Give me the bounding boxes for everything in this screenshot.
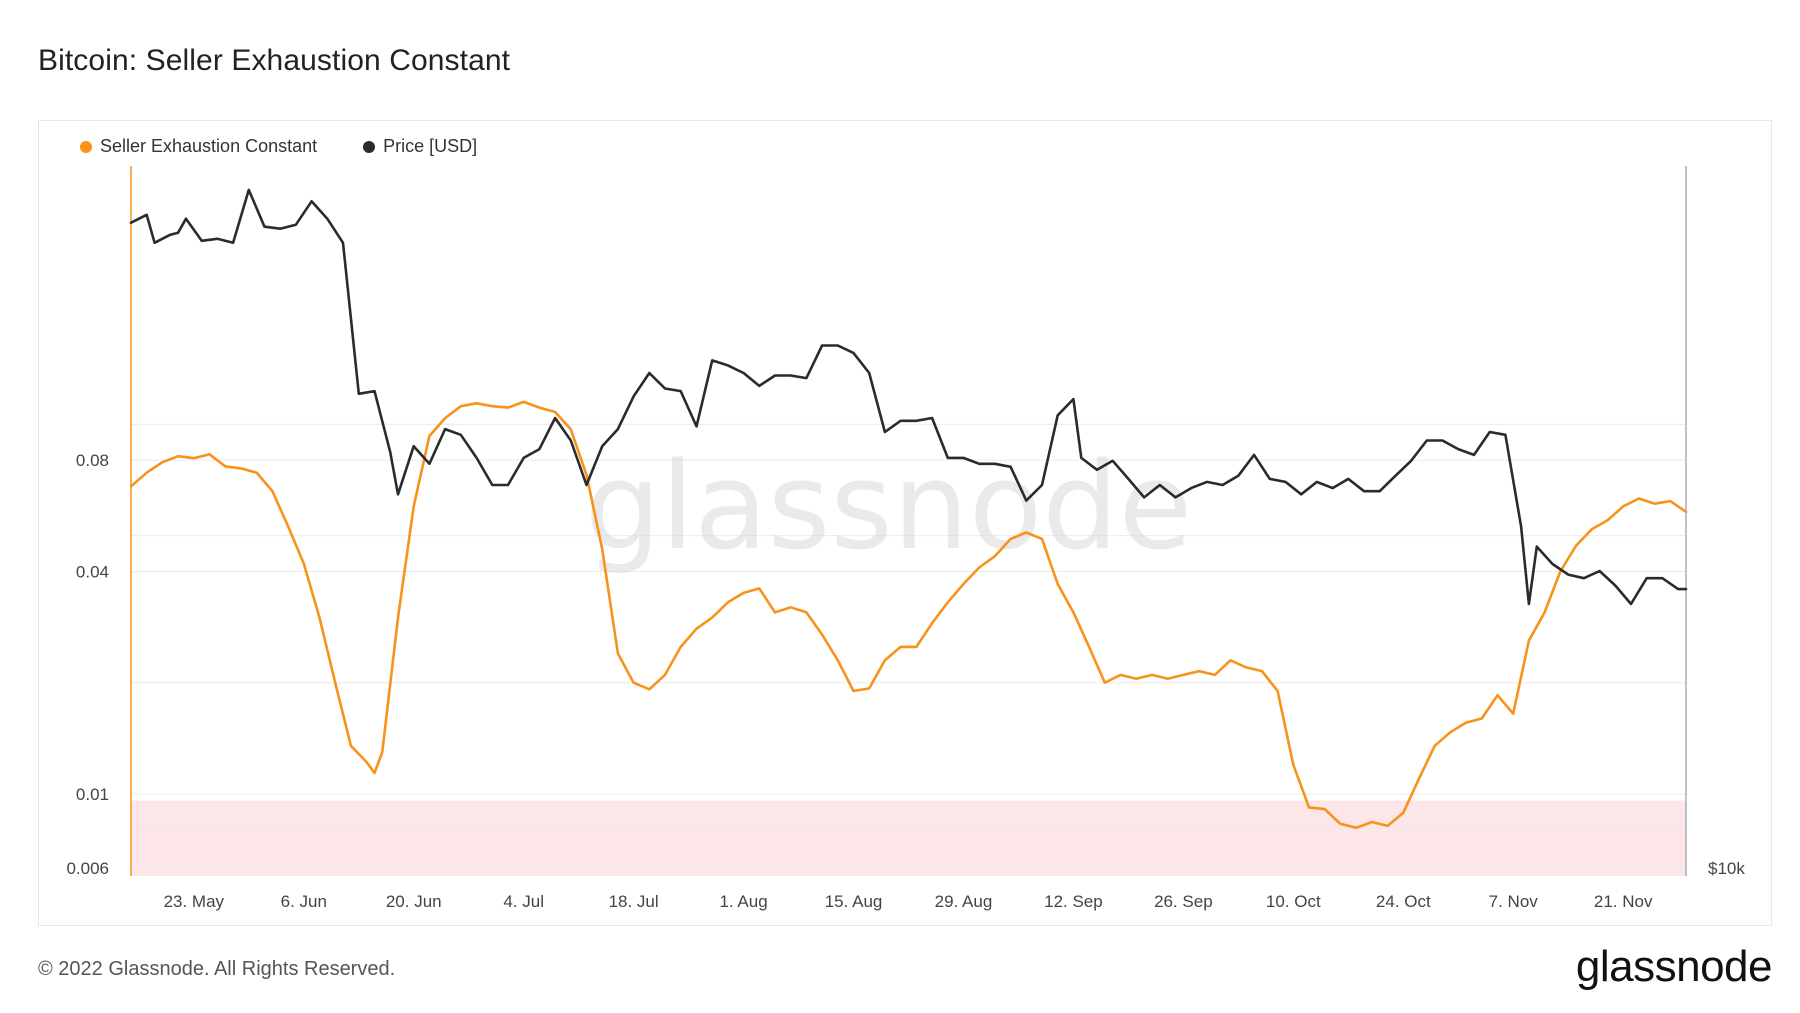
x-tick-label: 15. Aug	[825, 892, 883, 911]
y-left-tick-label: 0.08	[76, 451, 109, 470]
legend-label: Price [USD]	[383, 136, 478, 156]
x-tick-label: 1. Aug	[719, 892, 767, 911]
y-left-tick-label: 0.01	[76, 785, 109, 804]
x-tick-label: 29. Aug	[935, 892, 993, 911]
x-tick-label: 4. Jul	[503, 892, 544, 911]
x-tick-label: 23. May	[164, 892, 225, 911]
page-title: Bitcoin: Seller Exhaustion Constant	[38, 44, 511, 77]
x-tick-label: 10. Oct	[1266, 892, 1321, 911]
x-tick-label: 7. Nov	[1489, 892, 1539, 911]
series-line-price	[129, 188, 1688, 606]
y-left-tick-label: 0.006	[66, 859, 109, 878]
x-tick-label: 26. Sep	[1154, 892, 1213, 911]
chart-frame	[38, 120, 1772, 926]
chart-legend: Seller Exhaustion Constant Price [USD]	[80, 136, 477, 157]
x-tick-label: 24. Oct	[1376, 892, 1431, 911]
x-tick-label: 6. Jun	[281, 892, 327, 911]
x-tick-label: 18. Jul	[609, 892, 659, 911]
legend-item-price[interactable]: Price [USD]	[363, 136, 477, 157]
x-tick-label: 20. Jun	[386, 892, 442, 911]
series-line-seller-exhaustion	[129, 400, 1688, 830]
copyright-text: © 2022 Glassnode. All Rights Reserved.	[38, 958, 396, 980]
x-tick-label: 12. Sep	[1044, 892, 1103, 911]
watermark-text: glassnode	[585, 438, 1193, 577]
legend-dot-icon	[363, 140, 376, 153]
legend-dot-icon	[80, 140, 92, 153]
legend-label: Seller Exhaustion Constant	[100, 136, 318, 156]
capitulation-zone-band	[131, 800, 1686, 876]
y-right-tick-label: $10k	[1708, 859, 1745, 878]
x-tick-label: 21. Nov	[1594, 892, 1653, 911]
legend-item-sec[interactable]: Seller Exhaustion Constant	[80, 136, 317, 157]
y-left-tick-label: 0.04	[76, 562, 109, 581]
brand-logo[interactable]: glassnode	[1575, 942, 1773, 991]
